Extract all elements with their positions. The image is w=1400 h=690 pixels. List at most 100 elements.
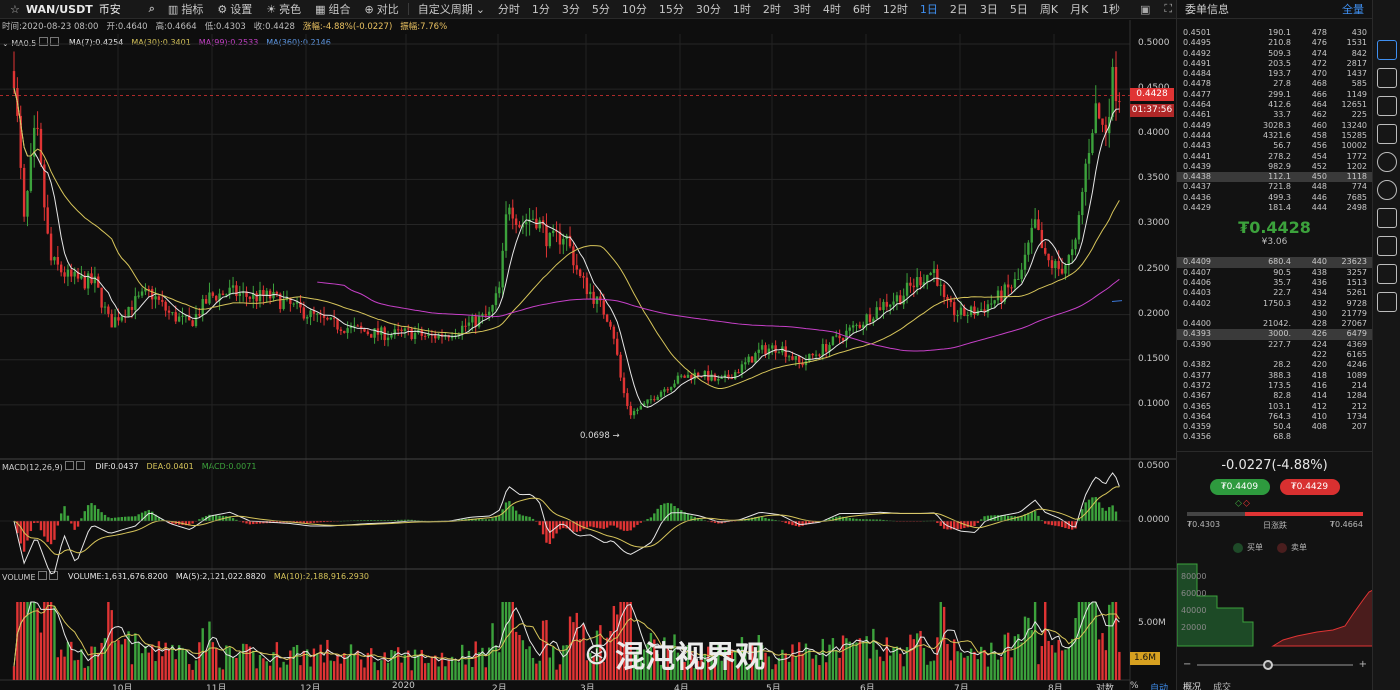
ask-row[interactable]: 0.4495 210.8 476 1531 <box>1177 38 1372 48</box>
bid-row[interactable]: 0.4393 3000. 426 6479 <box>1177 329 1372 340</box>
compare-button[interactable]: ⊕ 对比 <box>364 2 399 17</box>
theme-button[interactable]: ☀ 亮色 <box>266 2 302 17</box>
tab-period-2[interactable]: 3分 <box>561 3 580 16</box>
tab-period-13[interactable]: 1日 <box>919 3 938 16</box>
full-depth-link[interactable]: 全量 <box>1342 3 1364 16</box>
fullscreen-icon[interactable]: ⛶ <box>1164 2 1173 15</box>
ask-row[interactable]: 0.4449 3028.3 460 13240 <box>1177 121 1372 131</box>
ask-row[interactable]: 0.4484 193.7 470 1437 <box>1177 69 1372 79</box>
zoom-slider[interactable] <box>1197 659 1353 670</box>
ask-row[interactable]: 0.4437 721.8 448 774 <box>1177 182 1372 192</box>
bid-row[interactable]: 0.4407 90.5 438 3257 <box>1177 268 1372 278</box>
tab-period-9[interactable]: 3时 <box>792 3 811 16</box>
volume-indicator-name[interactable]: VOLUME <box>2 571 60 582</box>
tab-period-5[interactable]: 15分 <box>658 3 684 16</box>
symbol-selector[interactable]: ☆ WAN/USDT 币安 ⌕ <box>0 1 161 17</box>
tab-period-18[interactable]: 月K <box>1070 3 1089 16</box>
tab-period-8[interactable]: 2时 <box>762 3 781 16</box>
tab-trades[interactable]: 成交 <box>1213 683 1232 690</box>
ask-row[interactable]: 0.4441 278.2 454 1772 <box>1177 152 1372 162</box>
tab-period-16[interactable]: 5日 <box>1009 3 1028 16</box>
bid-row[interactable]: 0.4390 227.7 424 4369 <box>1177 340 1372 350</box>
best-bid-button[interactable]: ₮0.4409 <box>1209 478 1270 495</box>
tab-period-6[interactable]: 30分 <box>695 3 721 16</box>
bid-row[interactable]: 422 6165 <box>1177 350 1372 360</box>
bid-row[interactable]: 0.4364 764.3 410 1734 <box>1177 412 1372 422</box>
bid-row[interactable]: 0.4409 680.4 440 23623 <box>1177 257 1372 268</box>
settings-icon[interactable] <box>38 37 48 46</box>
camera-icon[interactable]: ▣ <box>1140 2 1151 16</box>
bid-row[interactable]: 0.4400 21042. 428 27067 <box>1177 319 1372 329</box>
note-icon[interactable] <box>1377 236 1397 256</box>
axis-option[interactable]: % <box>1130 681 1139 690</box>
bar-chart-icon[interactable] <box>1377 96 1397 116</box>
settings-icon[interactable] <box>65 461 75 470</box>
best-ask-button[interactable]: ₮0.4429 <box>1279 478 1340 495</box>
clipboard-icon[interactable] <box>1377 68 1397 88</box>
bid-row[interactable]: 0.4372 173.5 416 214 <box>1177 381 1372 391</box>
bid-row[interactable]: 0.4367 82.8 414 1284 <box>1177 391 1372 401</box>
add-icon[interactable] <box>1377 124 1397 144</box>
ask-row[interactable]: 0.4492 509.3 474 842 <box>1177 49 1372 59</box>
ask-row[interactable]: 0.4478 27.8 468 585 <box>1177 79 1372 89</box>
ask-row[interactable]: 0.4439 982.9 452 1202 <box>1177 162 1372 172</box>
ask-row[interactable]: 0.4444 4321.6 458 15285 <box>1177 131 1372 141</box>
depth-chart[interactable] <box>1177 560 1373 660</box>
gauge-icon[interactable] <box>1377 264 1397 284</box>
close-icon[interactable] <box>49 37 59 46</box>
tab-period-11[interactable]: 6时 <box>852 3 871 16</box>
tab-period-7[interactable]: 1时 <box>732 3 751 16</box>
settings-button[interactable]: ⚙ 设置 <box>217 2 253 17</box>
bid-row[interactable]: 0.4382 28.2 420 4246 <box>1177 360 1372 370</box>
notebook-icon[interactable] <box>1377 208 1397 228</box>
indicator-button[interactable]: ▥ 指标 <box>167 2 204 17</box>
plus-icon[interactable]: + <box>1358 659 1367 670</box>
refresh-rate[interactable]: 1秒 <box>1102 3 1120 16</box>
alarm-icon[interactable] <box>1377 152 1397 172</box>
tab-period-1[interactable]: 1分 <box>531 3 550 16</box>
bid-row[interactable]: 0.4402 1750.3 432 9728 <box>1177 299 1372 309</box>
combo-button[interactable]: ▦ 组合 <box>315 2 351 17</box>
tab-period-14[interactable]: 2日 <box>949 3 968 16</box>
ask-row[interactable]: 0.4461 33.7 462 225 <box>1177 110 1372 120</box>
tab-period-4[interactable]: 10分 <box>621 3 647 16</box>
ask-row[interactable]: 0.4429 181.4 444 2498 <box>1177 203 1372 213</box>
settings-icon[interactable] <box>38 571 48 580</box>
bid-row[interactable]: 0.4377 388.3 418 1089 <box>1177 371 1372 381</box>
tab-period-10[interactable]: 4时 <box>822 3 841 16</box>
close-icon[interactable] <box>49 571 59 580</box>
pro-icon[interactable] <box>1377 292 1397 312</box>
zoom-handle[interactable] <box>1263 659 1274 670</box>
star-icon[interactable]: ☆ <box>10 2 20 16</box>
ask-row[interactable]: 0.4491 203.5 472 2817 <box>1177 59 1372 69</box>
bid-row[interactable]: 0.4356 68.8 <box>1177 432 1372 442</box>
ask-row[interactable]: 0.4436 499.3 446 7685 <box>1177 193 1372 203</box>
compass-icon[interactable] <box>1377 180 1397 200</box>
tab-period-3[interactable]: 5分 <box>591 3 610 16</box>
tab-period-0[interactable]: 分时 <box>497 3 520 16</box>
tab-period-12[interactable]: 12时 <box>882 3 908 16</box>
minus-icon[interactable]: − <box>1183 659 1192 670</box>
bid-row[interactable]: 0.4359 50.4 408 207 <box>1177 422 1372 432</box>
bid-row[interactable]: 0.4406 35.7 436 1513 <box>1177 278 1372 288</box>
price-chart[interactable] <box>0 20 1176 690</box>
tab-period-17[interactable]: 周K <box>1039 3 1059 16</box>
ask-row[interactable]: 0.4501 190.1 478 430 <box>1177 28 1372 38</box>
bid-row[interactable]: 0.4403 22.7 434 5261 <box>1177 288 1372 298</box>
search-icon[interactable]: ⌕ <box>148 2 155 15</box>
ask-row[interactable]: 0.4443 56.7 456 10002 <box>1177 141 1372 151</box>
close-icon[interactable] <box>76 461 86 470</box>
tab-period-15[interactable]: 3日 <box>979 3 998 16</box>
custom-period-dropdown[interactable]: 自定义周期 ⌄ <box>417 2 485 17</box>
ask-row[interactable]: 0.4477 299.1 466 1149 <box>1177 90 1372 100</box>
macd-indicator-name[interactable]: MACD(12,26,9) <box>2 461 87 472</box>
ask-cell: 412.6 <box>1268 100 1291 110</box>
tab-overview[interactable]: 概况 <box>1183 680 1201 690</box>
axis-option[interactable]: 对数 <box>1096 684 1115 690</box>
bid-row[interactable]: 0.4365 103.1 412 212 <box>1177 402 1372 412</box>
chart-icon[interactable] <box>1377 40 1397 60</box>
ask-row[interactable]: 0.4438 112.1 450 1118 <box>1177 172 1372 183</box>
ask-row[interactable]: 0.4464 412.6 464 12651 <box>1177 100 1372 110</box>
axis-option[interactable]: 自动 <box>1150 684 1169 690</box>
bid-row[interactable]: 430 21779 <box>1177 309 1372 319</box>
